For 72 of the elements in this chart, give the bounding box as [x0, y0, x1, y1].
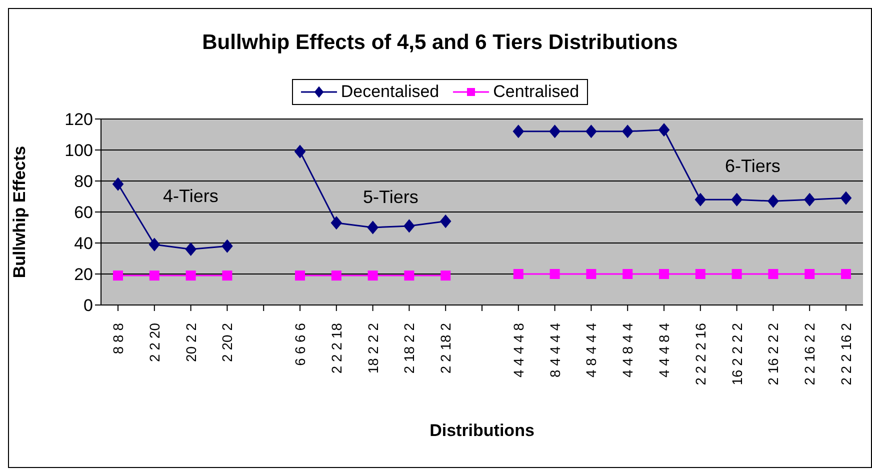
- point: [550, 269, 560, 279]
- y-tick-label: 120: [64, 110, 93, 130]
- y-tick-label: 40: [74, 234, 93, 254]
- point: [695, 269, 706, 279]
- x-tick-label: 4 4 4 4 8: [510, 322, 526, 378]
- x-tick-label: 2 2 20: [146, 322, 162, 362]
- x-tick-label: 8 4 4 4 4: [546, 322, 563, 378]
- point: [331, 270, 342, 281]
- point: [440, 270, 451, 281]
- point: [222, 270, 232, 281]
- chart-title: Bullwhip Effects of 4,5 and 6 Tiers Distributions: [201, 31, 679, 55]
- x-tick-label: 18 2 2 2: [364, 322, 381, 374]
- legend-label: Centralised: [492, 82, 580, 102]
- point: [622, 269, 633, 279]
- x-tick-label: 4 8 4 4 4: [583, 322, 600, 378]
- point: [368, 270, 378, 281]
- x-tick-label: 8 8 8: [110, 322, 126, 354]
- x-tick-label: 4 4 8 4 4: [620, 322, 636, 378]
- y-axis-title: Bullwhip Effects: [10, 146, 30, 278]
- point: [367, 221, 378, 234]
- y-tick-label: 80: [74, 172, 93, 192]
- x-tick-label: 2 2 2 2 16: [692, 322, 708, 386]
- point: [330, 216, 342, 230]
- x-tick-label: 2 18 2 2: [401, 322, 418, 374]
- annotation: 4-Tiers: [163, 186, 218, 206]
- x-tick-label: 4 4 4 8 4: [656, 322, 672, 378]
- annotation: 5-Tiers: [363, 187, 418, 207]
- x-tick-label: 2 2 2 18: [328, 322, 344, 374]
- point: [148, 238, 160, 252]
- point: [185, 242, 196, 256]
- y-tick-label: 0: [84, 296, 93, 316]
- point: [840, 192, 852, 205]
- point: [112, 178, 124, 191]
- point: [404, 270, 414, 281]
- legend-label: Decentalised: [340, 82, 440, 102]
- y-tick-label: 60: [74, 203, 93, 222]
- point: [586, 124, 597, 138]
- point: [622, 124, 634, 138]
- x-tick-label: 2 2 16 2 2: [802, 322, 818, 386]
- x-tick-label: 16 2 2 2 2: [728, 322, 745, 386]
- x-tick-label: 2 2 2 16 2: [838, 322, 854, 386]
- point: [149, 270, 160, 281]
- point: [841, 269, 851, 279]
- x-axis-title: Distributions: [430, 421, 534, 440]
- point: [732, 269, 742, 279]
- y-tick-label: 20: [74, 265, 93, 284]
- point: [586, 269, 596, 279]
- x-tick-label: 6 6 6 6: [292, 322, 308, 366]
- point: [804, 193, 816, 206]
- point: [294, 145, 306, 158]
- point: [440, 214, 452, 228]
- point: [512, 124, 524, 138]
- point: [804, 269, 815, 279]
- annotation: 6-Tiers: [725, 156, 780, 176]
- point: [768, 194, 779, 208]
- point: [186, 270, 196, 281]
- point: [404, 219, 415, 232]
- x-tick-label: 2 2 18 2: [438, 322, 454, 374]
- point: [731, 193, 742, 206]
- point: [694, 193, 706, 206]
- point: [222, 240, 233, 253]
- x-tick-label: 20 2 2: [182, 322, 199, 362]
- point: [295, 270, 305, 281]
- x-tick-label: 2 20 2: [219, 322, 236, 362]
- point: [658, 123, 670, 136]
- point: [513, 269, 524, 279]
- point: [659, 269, 669, 279]
- point: [549, 124, 560, 138]
- point: [113, 270, 123, 281]
- x-tick-label: 2 16 2 2 2: [765, 322, 782, 386]
- y-tick-label: 100: [64, 141, 93, 160]
- point: [768, 269, 778, 279]
